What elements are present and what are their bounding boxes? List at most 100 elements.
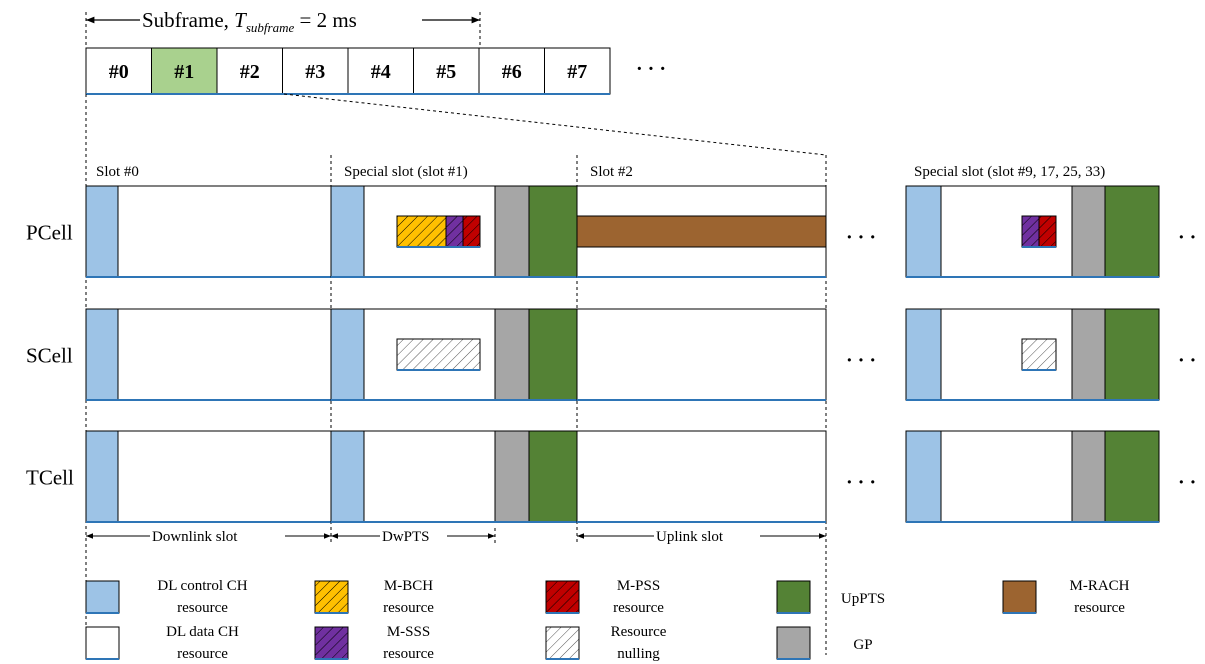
dwpts-span-label: DwPTS	[382, 529, 430, 545]
legend-label-line: resource	[1074, 600, 1125, 616]
legend-swatch	[85, 580, 120, 614]
slot-span-arrows: Downlink slot DwPTS Uplink slot	[86, 528, 826, 545]
uplink-span-label: Uplink slot	[656, 529, 724, 545]
m-bch-block-hatching	[396, 215, 447, 248]
dl-control-region	[330, 185, 365, 278]
legend-label-line: resource	[177, 600, 228, 616]
legend-item-gp: GP	[776, 626, 873, 660]
legend-swatch-hatching	[314, 626, 349, 660]
legend-label-line: resource	[383, 600, 434, 616]
subframe-number-5: #5	[436, 61, 456, 83]
legend-item-m-bch: M-BCH resource	[314, 578, 434, 616]
legend-label-line: M-RACH	[1069, 578, 1129, 594]
legend-item-m-sss: M-SSS resource	[314, 624, 434, 662]
subframe-number-6: #6	[502, 61, 522, 83]
gp-region	[1071, 430, 1106, 523]
cell-row-tcell: TCell · · · · ·	[26, 430, 1196, 523]
subframe-number-2: #2	[240, 61, 260, 83]
dl-control-region	[905, 308, 942, 401]
cell-rows: PCell · · · · · SCell · · · · · TCell · · · · ·	[26, 185, 1196, 523]
dl-control-region	[330, 430, 365, 523]
subframe-box-5	[413, 47, 480, 95]
legend-item-m-pss: M-PSS resource	[545, 578, 664, 616]
subframe-strip: #0 #1 #2 #3 #4 #5 #6 #7	[85, 47, 611, 95]
subframe-box-4	[347, 47, 414, 95]
m-rach-block	[576, 215, 827, 248]
legend-label-line: M-PSS	[617, 578, 660, 594]
subframe-ellipsis: · · ·	[636, 58, 666, 80]
edge-ellipsis: · ·	[1178, 472, 1196, 494]
dl-control-region	[330, 308, 365, 401]
legend-swatch	[776, 626, 811, 660]
uppts-region	[528, 185, 578, 278]
subframe-title: Subframe, Tsubframe = 2 ms	[142, 8, 357, 35]
uppts-region	[1104, 185, 1160, 278]
row-ellipsis: · · ·	[846, 472, 876, 494]
cell-label: PCell	[26, 221, 73, 245]
legend-item-dl-control: DL control CH resource	[85, 578, 248, 616]
uplink-slot	[576, 430, 827, 523]
legend-label-line: nulling	[617, 646, 660, 662]
uppts-region	[528, 308, 578, 401]
subframe-number-4: #4	[371, 61, 391, 83]
row-ellipsis: · · ·	[846, 350, 876, 372]
uppts-region	[528, 430, 578, 523]
m-pss-block-hatching	[462, 215, 481, 248]
uppts-region	[1104, 308, 1160, 401]
subframe-box-7	[544, 47, 611, 95]
m-sss-block-hatching	[445, 215, 464, 248]
legend-swatch	[776, 580, 811, 614]
downlink-span-label: Downlink slot	[152, 529, 238, 545]
cell-label: TCell	[26, 466, 74, 490]
legend-label-line: DL control CH	[157, 578, 247, 594]
subframe-number-3: #3	[305, 61, 325, 83]
slot-label-0: Slot #0	[96, 164, 139, 180]
slot-label-special-right: Special slot (slot #9, 17, 25, 33)	[914, 164, 1105, 180]
edge-ellipsis: · ·	[1178, 227, 1196, 249]
legend-label: UpPTS	[841, 591, 885, 607]
subframe-header: Subframe, Tsubframe = 2 ms #0 #1 #2 #3 #4 #5 #…	[85, 8, 666, 95]
subframe-number-1: #1	[174, 61, 194, 83]
legend-label: GP	[853, 637, 872, 653]
legend-label-line: M-BCH	[384, 578, 433, 594]
row-ellipsis: · · ·	[846, 227, 876, 249]
m-pss-block-hatching	[1038, 215, 1057, 248]
dl-control-region	[85, 185, 119, 278]
legend-label-line: Resource	[611, 624, 667, 640]
zoom-guide-diagonal	[283, 93, 827, 156]
resource-nulling-block-hatching	[396, 338, 481, 371]
cell-row-scell: SCell · · · · ·	[26, 308, 1196, 401]
legend-swatch-hatching	[314, 580, 349, 614]
uplink-slot	[576, 308, 827, 401]
legend-label-line: resource	[383, 646, 434, 662]
legend-label-line: DL data CH	[166, 624, 239, 640]
legend-item-uppts: UpPTS	[776, 580, 885, 614]
legend-item-dl-data: DL data CH resource	[85, 624, 239, 662]
legend-label-line: M-SSS	[387, 624, 430, 640]
legend-item-m-rach: M-RACH resource	[1002, 578, 1130, 616]
gp-region	[494, 185, 530, 278]
subframe-number-7: #7	[567, 61, 587, 83]
dl-control-region	[85, 430, 119, 523]
dl-control-region	[85, 308, 119, 401]
legend-label-line: resource	[613, 600, 664, 616]
cell-row-pcell: PCell · · · · ·	[26, 185, 1196, 278]
legend-swatch-hatching	[545, 626, 580, 660]
cell-label: SCell	[26, 344, 73, 368]
downlink-slot-data	[85, 430, 332, 523]
resource-nulling-block-right-hatching	[1021, 338, 1057, 371]
subframe-box-0	[85, 47, 152, 95]
subframe-box-2	[216, 47, 283, 95]
slot-label-special: Special slot (slot #1)	[344, 164, 468, 180]
legend-swatch-hatching	[545, 580, 580, 614]
gp-region	[1071, 308, 1106, 401]
subframe-box-3	[282, 47, 349, 95]
legend-label-line: resource	[177, 646, 228, 662]
slot-label-2: Slot #2	[590, 164, 633, 180]
m-sss-block-hatching	[1021, 215, 1040, 248]
uppts-region	[1104, 430, 1160, 523]
legend-swatch	[1002, 580, 1037, 614]
dl-control-region	[905, 430, 942, 523]
